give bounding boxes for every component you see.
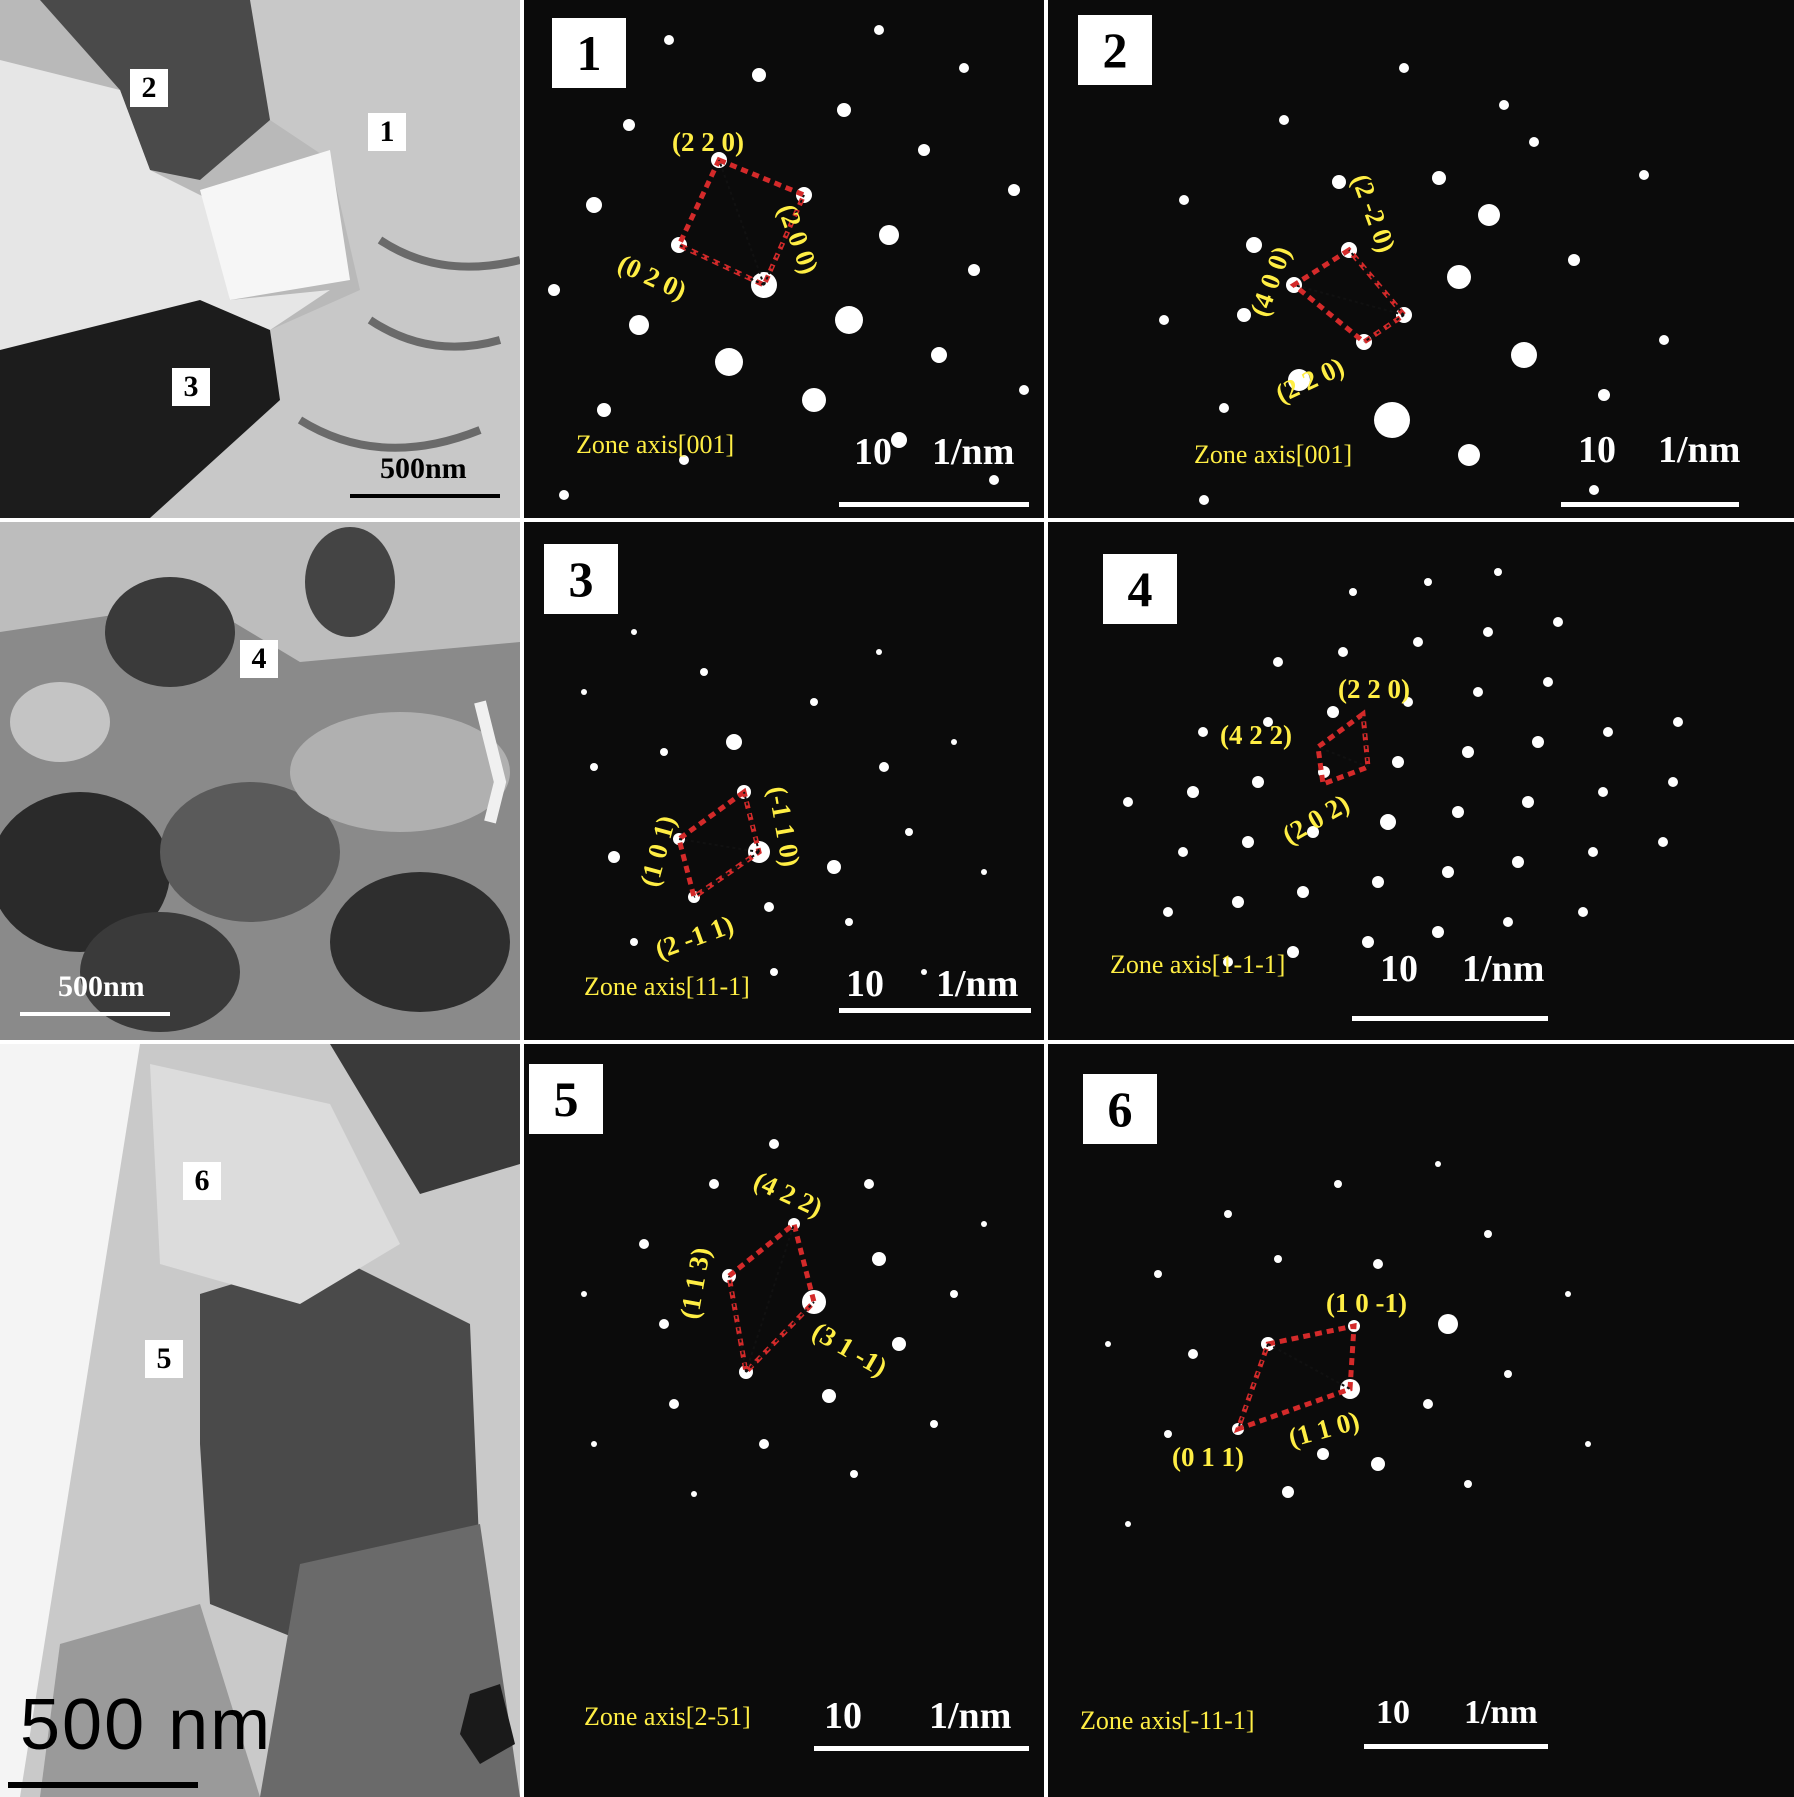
scale-bar (839, 502, 1029, 507)
saed-pattern-1: 1 (2 2 0) (2 0 0) (0 2 0) Zone axis[001]… (524, 0, 1044, 518)
region-label: 5 (145, 1340, 183, 1378)
diffraction-spots (1123, 568, 1683, 967)
spot-label: (2 2 0) (1338, 674, 1410, 704)
diffraction-spots (1105, 1161, 1591, 1527)
tem-micrograph-3 (0, 1044, 520, 1797)
scale-bar-value: 10 (824, 1695, 862, 1737)
zone-axis-label: Zone axis[1-1-1] (1110, 950, 1286, 979)
pattern-number: 1 (552, 18, 626, 88)
diffraction-spots (1159, 63, 1669, 505)
pattern-number: 5 (529, 1064, 603, 1134)
scale-bar-value: 10 (846, 963, 884, 1005)
saed-pattern-6: 6 (1 0 -1) (0 1 1) (1 1 0) Zone axis[-11… (1048, 1044, 1794, 1797)
region-label: 3 (172, 368, 210, 406)
scale-bar-unit: 1/nm (936, 963, 1019, 1005)
saed-pattern-3: 3 (-1 1 0) (1 0 1) (2 -1 1) Zone axis[11… (524, 522, 1044, 1040)
scale-bar (20, 1012, 170, 1016)
spot-label: (0 1 1) (1172, 1442, 1244, 1472)
spot-label: (2 2 0) (672, 127, 744, 157)
scale-bar (1352, 1016, 1548, 1021)
scale-bar (814, 1746, 1029, 1751)
tem-micrograph-1 (0, 0, 520, 518)
scale-bar-unit: 1/nm (929, 1695, 1012, 1737)
region-label: 4 (240, 640, 278, 678)
spot-label: (1 0 -1) (1326, 1288, 1407, 1318)
scale-bar (8, 1782, 198, 1788)
scale-bar-unit: 1/nm (1464, 1694, 1538, 1731)
scale-bar-unit: 1/nm (932, 431, 1015, 473)
pattern-number: 6 (1083, 1074, 1157, 1144)
zone-axis-label: Zone axis[001] (1194, 440, 1353, 469)
scale-bar-value: 10 (1578, 429, 1616, 471)
tem-micrograph-2 (0, 522, 520, 1040)
pattern-number: 2 (1078, 15, 1152, 85)
scale-bar (350, 494, 500, 498)
tem-image-1: 1 2 3 500nm (0, 0, 520, 518)
region-label: 6 (183, 1162, 221, 1200)
saed-pattern-5: 5 (4 2 2) (1 1 3) (3 1 -1) Zone axis[2-5… (524, 1044, 1044, 1797)
scale-bar-label: 500 nm (20, 1685, 273, 1765)
scale-bar-value: 10 (1380, 948, 1418, 990)
saed-pattern-2: 2 (2 -2 0) (4 0 0) (2 2 0) Zone axis[001… (1048, 0, 1794, 518)
scale-bar (839, 1008, 1031, 1013)
scale-bar-value: 10 (854, 431, 892, 473)
diffraction-spots (548, 25, 1029, 500)
zone-axis-label: Zone axis[001] (576, 430, 735, 459)
spot-label: (4 2 2) (1220, 720, 1292, 750)
scale-bar-label: 500nm (380, 452, 467, 485)
scale-bar-unit: 1/nm (1462, 948, 1545, 990)
diffraction-spots (581, 1139, 987, 1497)
zone-axis-label: Zone axis[11-1] (584, 972, 750, 1001)
tem-image-3: 6 5 500 nm (0, 1044, 520, 1797)
zone-axis-label: Zone axis[2-51] (584, 1702, 751, 1731)
scale-bar-value: 10 (1376, 1694, 1410, 1731)
region-label: 2 (130, 69, 168, 107)
scale-bar-label: 500nm (58, 970, 145, 1003)
scale-bar (1364, 1744, 1548, 1749)
pattern-number: 3 (544, 544, 618, 614)
diffraction-spots (581, 629, 987, 976)
zone-axis-label: Zone axis[-11-1] (1080, 1706, 1255, 1735)
scale-bar-unit: 1/nm (1658, 429, 1741, 471)
region-label: 1 (368, 113, 406, 151)
scale-bar (1561, 502, 1739, 507)
pattern-number: 4 (1103, 554, 1177, 624)
saed-pattern-4: 4 (2 2 0) (4 2 2) (2 0 2) Zone axis[1-1-… (1048, 522, 1794, 1040)
tem-image-2: 4 500nm (0, 522, 520, 1040)
